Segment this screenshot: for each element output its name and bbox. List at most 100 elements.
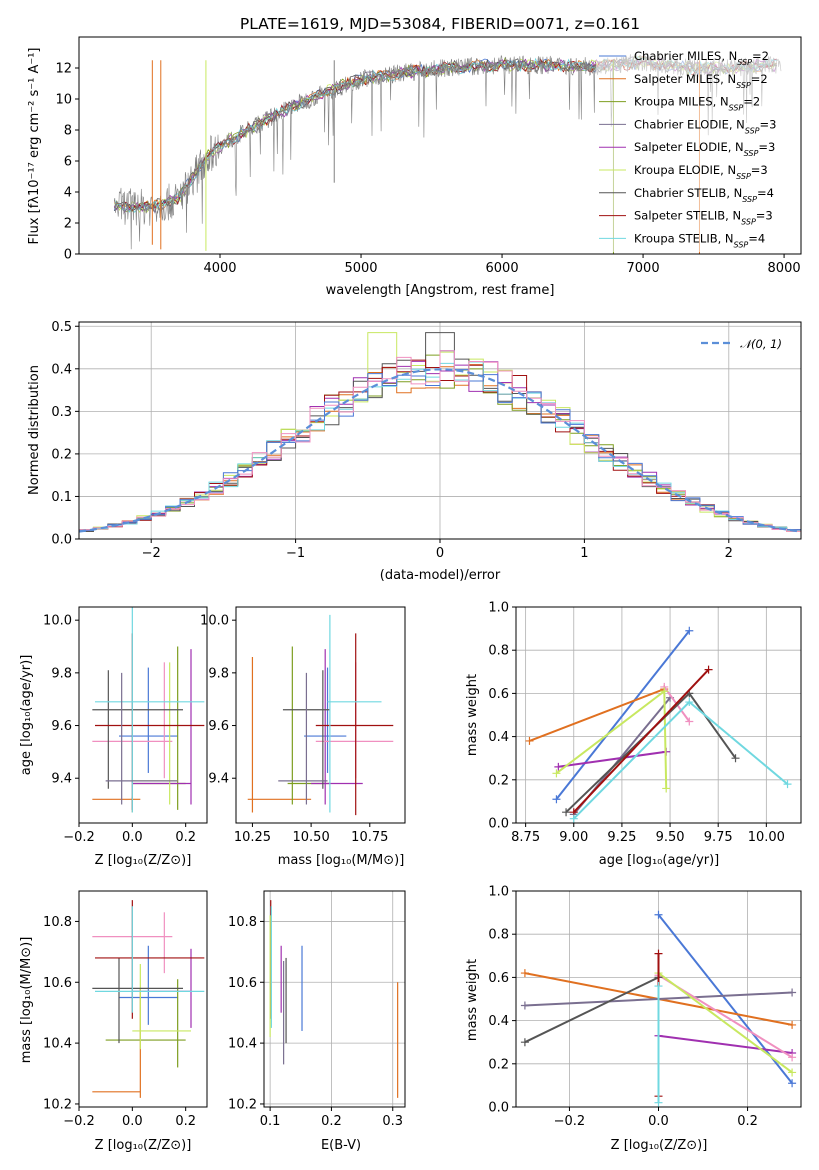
x-tick-label: 9.50	[656, 830, 685, 845]
x-tick-label: 0.3	[382, 1114, 403, 1129]
weight-line	[529, 688, 665, 742]
axes-frame	[78, 606, 208, 824]
x-tick-label: 5000	[344, 261, 377, 276]
x-tick-label: 8.75	[511, 830, 540, 845]
x-axis-label: mass [log₁₀(M/M⊙)]	[278, 853, 405, 868]
y-tick-label: 9.8	[51, 666, 72, 681]
y-tick-label: 1.0	[488, 601, 509, 616]
y-tick-label: 10	[55, 93, 72, 108]
x-axis-label: E(B-V)	[321, 1138, 361, 1153]
data-point	[654, 949, 663, 958]
x-tick-label: 0.2	[175, 1114, 196, 1129]
y-tick-label: 9.8	[208, 666, 229, 681]
legend-label: Salpeter ELODIE, NSSP=3	[634, 140, 775, 158]
data-point	[685, 717, 694, 726]
x-tick-label: 0.2	[175, 830, 196, 845]
data-point	[783, 780, 792, 789]
y-tick-label: 0.8	[488, 644, 509, 659]
data-point	[654, 982, 663, 991]
x-tick-label: 7000	[627, 261, 660, 276]
y-tick-label: 10.6	[43, 976, 72, 991]
x-tick-label: 10.50	[293, 830, 330, 845]
y-tick-label: 9.4	[208, 772, 229, 787]
x-tick-label: 4000	[203, 261, 236, 276]
weight-line	[573, 668, 710, 813]
y-axis-label: mass [log₁₀(M/M⊙)]	[19, 937, 34, 1064]
x-tick-label: 0.2	[321, 1114, 342, 1129]
y-axis-label: mass weight	[465, 959, 480, 1041]
x-tick-label: −0.2	[554, 1114, 586, 1129]
y-tick-label: 2	[64, 217, 72, 232]
y-axis-label: Flux [fλ10⁻¹⁷ erg cm⁻² s⁻¹ A⁻¹]	[27, 48, 42, 245]
legend-label: Chabrier STELIB, NSSP=4	[634, 186, 774, 204]
axes-frame	[515, 606, 802, 824]
data-point	[731, 754, 740, 763]
x-axis-label: (data-model)/error	[380, 568, 501, 583]
y-tick-label: 0.0	[51, 533, 72, 548]
x-axis-label: wavelength [Angstrom, rest frame]	[326, 283, 555, 298]
y-tick-label: 0.5	[51, 320, 72, 335]
x-tick-label: 0.2	[737, 1114, 758, 1129]
normal-curve	[78, 368, 802, 533]
legend-label: Kroupa ELODIE, NSSP=3	[634, 163, 768, 181]
x-tick-label: 0.1	[260, 1114, 281, 1129]
x-tick-label: −2	[142, 546, 161, 561]
y-tick-label: 10.4	[228, 1037, 257, 1052]
x-tick-label: 0	[436, 546, 444, 561]
axes-frame	[78, 890, 208, 1108]
legend-label: Salpeter STELIB, NSSP=3	[634, 209, 773, 227]
data-point	[654, 910, 663, 919]
axes-frame	[263, 890, 406, 1108]
x-tick-label: 10.75	[351, 830, 388, 845]
y-tick-label: 10.6	[228, 976, 257, 991]
x-tick-label: 10.25	[234, 830, 271, 845]
data-point	[554, 762, 563, 771]
x-tick-label: 9.25	[607, 830, 636, 845]
data-point	[685, 626, 694, 635]
y-tick-label: 0.2	[51, 447, 72, 462]
y-tick-label: 0.2	[488, 1057, 509, 1072]
data-point	[660, 687, 669, 696]
x-tick-label: −0.2	[63, 1114, 95, 1129]
y-tick-label: 4	[64, 186, 72, 201]
y-tick-label: 10.0	[43, 614, 72, 629]
y-axis-label: age [log₁₀(age/yr)]	[19, 655, 34, 776]
y-tick-label: 10.8	[43, 915, 72, 930]
x-axis-label: age [log₁₀(age/yr)]	[599, 853, 720, 868]
data-point	[788, 1053, 797, 1062]
data-point	[520, 1001, 529, 1010]
y-tick-label: 10.2	[43, 1097, 72, 1112]
legend-label: 𝒩(0, 1)	[740, 337, 782, 351]
data-point	[788, 1079, 797, 1088]
x-tick-label: −0.2	[63, 830, 95, 845]
x-tick-label: 8000	[768, 261, 801, 276]
x-axis-label: Z [log₁₀(Z/Z⊙)]	[95, 853, 192, 868]
y-tick-label: 0	[64, 248, 72, 263]
x-tick-label: 0.0	[122, 830, 143, 845]
y-tick-label: 0.4	[488, 730, 509, 745]
y-tick-label: 10.0	[200, 614, 229, 629]
y-tick-label: 6	[64, 155, 72, 170]
x-tick-label: 6000	[486, 261, 519, 276]
data-point	[552, 769, 561, 778]
y-tick-label: 1.0	[488, 885, 509, 900]
data-point	[788, 988, 797, 997]
legend-label: Chabrier ELODIE, NSSP=3	[634, 117, 776, 135]
y-tick-label: 12	[55, 62, 72, 77]
y-tick-label: 0.4	[488, 1014, 509, 1029]
x-tick-label: 9.75	[704, 830, 733, 845]
data-point	[704, 665, 713, 674]
weight-line	[524, 976, 659, 1044]
legend-label: Salpeter MILES, NSSP=2	[634, 72, 768, 90]
weight-line	[657, 972, 793, 1074]
data-point	[525, 736, 534, 745]
y-tick-label: 0.6	[488, 687, 509, 702]
legend-label: Kroupa STELIB, NSSP=4	[634, 231, 765, 249]
x-axis-label: Z [log₁₀(Z/Z⊙)]	[95, 1138, 192, 1153]
x-tick-label: 1	[580, 546, 588, 561]
weight-line	[555, 630, 691, 800]
y-tick-label: 9.6	[51, 719, 72, 734]
x-tick-label: 0.0	[648, 1114, 669, 1129]
data-point	[562, 808, 571, 817]
